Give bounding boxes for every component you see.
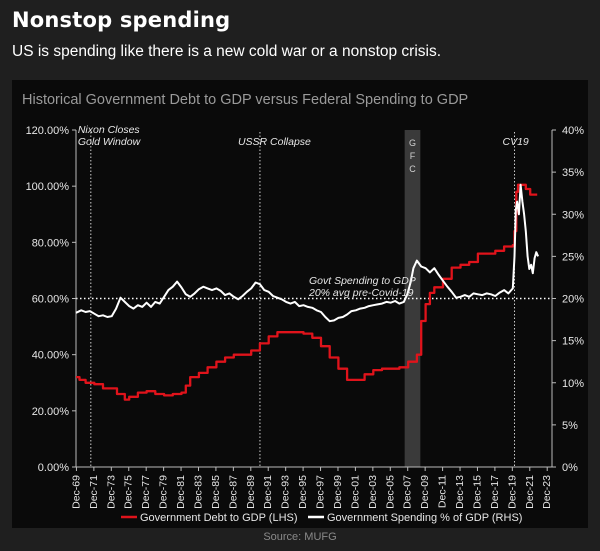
y-right-tick-label: 15% [562, 336, 584, 348]
legend: Government Debt to GDP (LHS) Government S… [121, 512, 522, 524]
source-note: Source: MUFG [263, 531, 337, 543]
gfc-label-letter: C [409, 164, 416, 174]
y-right-tick-label: 40% [562, 125, 584, 137]
series [75, 183, 540, 401]
subheadline: US is spending like there is a new cold … [12, 43, 442, 60]
x-tick-label: Dec-23 [541, 475, 553, 509]
x-tick-label: Dec-83 [192, 475, 204, 509]
event-markers [76, 132, 552, 467]
y-left-tick-label: 80.00% [32, 237, 70, 249]
ussr-annotation: USSR Collapse [238, 136, 311, 148]
x-tick-label: Dec-85 [210, 475, 222, 509]
x-tick-label: Dec-21 [524, 475, 536, 509]
avg-spending-annotation: 20% avg pre-Covid-19 [308, 287, 414, 299]
x-tick-label: Dec-15 [471, 475, 483, 509]
headline: Nonstop spending [12, 8, 231, 32]
x-tick-label: Dec-71 [88, 475, 100, 509]
spending-pct-gdp-line [75, 183, 540, 323]
x-tick-label: Dec-69 [70, 475, 82, 509]
y-right-tick-label: 35% [562, 167, 584, 179]
x-tick-label: Dec-95 [297, 475, 309, 509]
x-tick-label: Dec-97 [315, 475, 327, 509]
x-tick-label: Dec-01 [349, 475, 361, 509]
y-left-tick-label: 60.00% [32, 294, 70, 306]
x-tick-label: Dec-73 [105, 475, 117, 509]
x-tick-label: Dec-99 [332, 475, 344, 509]
debt-vs-spending-chart: Historical Government Debt to GDP versus… [22, 92, 585, 524]
y-right-tick-label: 20% [562, 294, 584, 306]
x-tick-label: Dec-19 [506, 475, 518, 509]
nixon-annotation: Gold Window [78, 136, 142, 148]
x-tick-label: Dec-11 [437, 475, 449, 508]
y-left-tick-label: 40.00% [32, 350, 70, 362]
chart-title: Historical Government Debt to GDP versus… [22, 92, 468, 108]
legend-label-spending: Government Spending % of GDP (RHS) [327, 512, 522, 524]
x-tick-label: Dec-09 [419, 475, 431, 509]
x-tick-label: Dec-13 [454, 475, 466, 509]
x-tick-label: Dec-79 [158, 475, 170, 509]
gfc-label-letter: G [409, 138, 416, 148]
y-left-tick-label: 0.00% [38, 462, 69, 474]
y-left-tick-label: 100.00% [26, 181, 70, 193]
cv19-annotation: CV19 [503, 136, 529, 148]
avg-spending-annotation: Govt Spending to GDP [309, 275, 416, 287]
x-tick-label: Dec-89 [245, 475, 257, 509]
nixon-annotation: Nixon Closes [78, 124, 141, 136]
y-right-tick-label: 5% [562, 420, 578, 432]
x-tick-label: Dec-75 [123, 475, 135, 509]
x-tick-label: Dec-91 [262, 475, 274, 509]
x-tick-label: Dec-05 [384, 475, 396, 509]
y-right-tick-label: 30% [562, 209, 584, 221]
axes: 0.00% 20.00% 40.00% 60.00% 80.00% 100.00% 120.… [26, 125, 585, 509]
gfc-label-letter: F [410, 151, 416, 161]
x-tick-label: Dec-07 [402, 475, 414, 509]
x-tick-label: Dec-93 [280, 475, 292, 509]
x-tick-label: Dec-77 [140, 475, 152, 509]
debt-to-gdp-line [76, 183, 538, 401]
x-tick-label: Dec-17 [489, 475, 501, 509]
y-right-tick-label: 25% [562, 251, 584, 263]
x-tick-label: Dec-81 [175, 475, 187, 509]
x-tick-label: Dec-87 [227, 475, 239, 509]
legend-label-debt: Government Debt to GDP (LHS) [140, 512, 298, 524]
x-tick-label: Dec-03 [367, 475, 379, 509]
y-left-tick-label: 20.00% [32, 406, 70, 418]
y-right-tick-label: 10% [562, 378, 584, 390]
y-left-tick-label: 120.00% [26, 125, 70, 137]
chart-panel: Historical Government Debt to GDP versus… [12, 80, 588, 528]
y-right-tick-label: 0% [562, 462, 578, 474]
